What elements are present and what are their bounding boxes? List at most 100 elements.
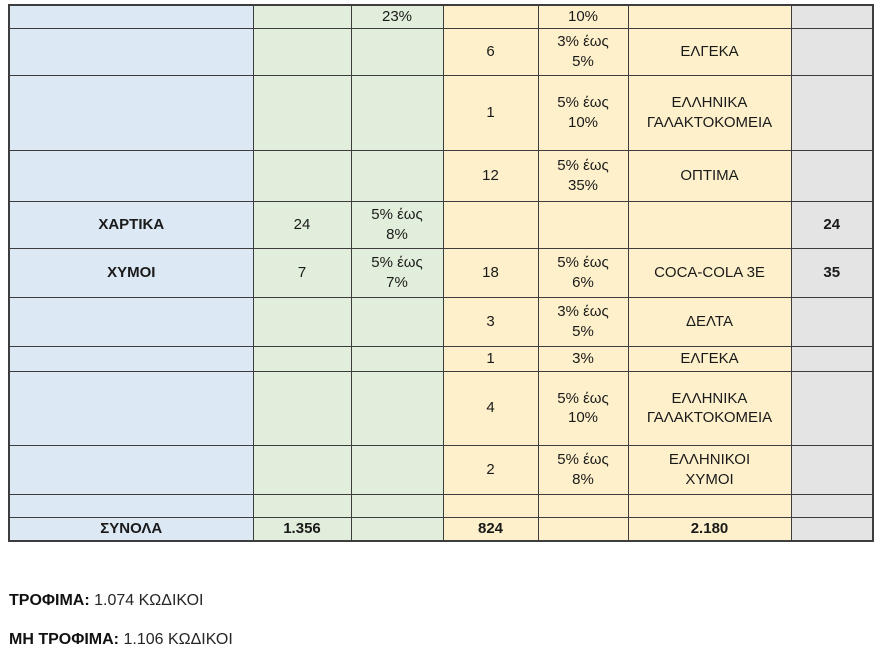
cell-count: 1 bbox=[442, 74, 539, 151]
cell-total bbox=[790, 74, 874, 151]
cell-total bbox=[790, 370, 874, 446]
totals-row: ΣΥΝΟΛΑ 1.356 824 2.180 bbox=[8, 516, 874, 542]
cell-category bbox=[8, 444, 254, 495]
cell-percent-range bbox=[350, 370, 444, 446]
cell-count: 4 bbox=[442, 370, 539, 446]
cell-supplier: ΕΛΓΕΚΑ bbox=[627, 345, 792, 372]
cell-supplier: ΟΠΤΙΜΑ bbox=[627, 149, 792, 202]
cell-count: 24 bbox=[252, 200, 352, 249]
cell-category bbox=[8, 74, 254, 151]
cell-supplier bbox=[627, 4, 792, 29]
cell-percent-range bbox=[350, 516, 444, 542]
cell-count: 3 bbox=[442, 296, 539, 347]
cell-percent-range: 5% έως 8% bbox=[350, 200, 444, 249]
cell-percent-range: 23% bbox=[350, 4, 444, 29]
cell-supplier bbox=[627, 493, 792, 518]
cell-count: 18 bbox=[442, 247, 539, 298]
cell-count bbox=[252, 493, 352, 518]
cell-percent-range bbox=[350, 27, 444, 76]
cell-supplier: ΕΛΛΗΝΙΚΑ ΓΑΛΑΚΤΟΚΟΜΕΙΑ bbox=[627, 74, 792, 151]
cell-grand-total: 2.180 bbox=[627, 516, 792, 542]
cell-percent-range: 5% έως 8% bbox=[537, 444, 629, 495]
food-codes-label: ΤΡΟΦΙΜΑ: bbox=[9, 592, 90, 609]
cell-count bbox=[252, 74, 352, 151]
table-row: 1 3% ΕΛΓΕΚΑ bbox=[8, 345, 874, 372]
table-row: 4 5% έως 10% ΕΛΛΗΝΙΚΑ ΓΑΛΑΚΤΟΚΟΜΕΙΑ bbox=[8, 370, 874, 446]
cell-category bbox=[8, 149, 254, 202]
cell-category bbox=[8, 345, 254, 372]
cell-percent-range: 3% bbox=[537, 345, 629, 372]
cell-category: ΧΑΡΤΙΚΑ bbox=[8, 200, 254, 249]
cell-category bbox=[8, 296, 254, 347]
cell-count bbox=[442, 200, 539, 249]
table-row: 3 3% έως 5% ΔΕΛΤΑ bbox=[8, 296, 874, 347]
cell-total bbox=[790, 493, 874, 518]
cell-total bbox=[790, 27, 874, 76]
cell-total bbox=[790, 149, 874, 202]
food-codes-value: 1.074 ΚΩΔΙΚΟΙ bbox=[94, 592, 204, 609]
cell-percent-range: 3% έως 5% bbox=[537, 296, 629, 347]
cell-percent-range: 5% έως 7% bbox=[350, 247, 444, 298]
cell-supplier: ΔΕΛΤΑ bbox=[627, 296, 792, 347]
cell-percent-range bbox=[537, 200, 629, 249]
table-row: 12 5% έως 35% ΟΠΤΙΜΑ bbox=[8, 149, 874, 202]
cell-percent-range: 5% έως 35% bbox=[537, 149, 629, 202]
table-row: 2 5% έως 8% ΕΛΛΗΝΙΚΟΙ ΧΥΜΟΙ bbox=[8, 444, 874, 495]
cell-total-count: 1.356 bbox=[252, 516, 352, 542]
table-row: ΧΑΡΤΙΚΑ 24 5% έως 8% 24 bbox=[8, 200, 874, 249]
cell-count bbox=[442, 493, 539, 518]
cell-category bbox=[8, 370, 254, 446]
cell-count bbox=[442, 4, 539, 29]
cell-count: 7 bbox=[252, 247, 352, 298]
cell-percent-range: 5% έως 10% bbox=[537, 370, 629, 446]
cell-total: 24 bbox=[790, 200, 874, 249]
cell-count bbox=[252, 27, 352, 76]
cell-supplier: COCA-COLA 3E bbox=[627, 247, 792, 298]
cell-percent-range bbox=[350, 296, 444, 347]
cell-total bbox=[790, 4, 874, 29]
nonfood-codes-label: ΜΗ ΤΡΟΦΙΜΑ: bbox=[9, 631, 120, 648]
cell-percent-range bbox=[350, 493, 444, 518]
table-row: 1 5% έως 10% ΕΛΛΗΝΙΚΑ ΓΑΛΑΚΤΟΚΟΜΕΙΑ bbox=[8, 74, 874, 151]
cell-category: ΧΥΜΟΙ bbox=[8, 247, 254, 298]
cell-percent-range bbox=[537, 516, 629, 542]
cell-count: 2 bbox=[442, 444, 539, 495]
supplier-pricing-table: 23% 10% 6 3% έως 5% ΕΛΓΕΚΑ 1 5% έω bbox=[8, 4, 874, 542]
cell-percent-range: 5% έως 10% bbox=[537, 74, 629, 151]
cell-supplier: ΕΛΛΗΝΙΚΑ ΓΑΛΑΚΤΟΚΟΜΕΙΑ bbox=[627, 370, 792, 446]
cell-supplier bbox=[627, 200, 792, 249]
food-codes-note: ΤΡΟΦΙΜΑ: 1.074 ΚΩΔΙΚΟΙ bbox=[9, 592, 203, 610]
table-row: ΧΥΜΟΙ 7 5% έως 7% 18 5% έως 6% COCA-COLA… bbox=[8, 247, 874, 298]
cell-supplier: ΕΛΓΕΚΑ bbox=[627, 27, 792, 76]
cell-count bbox=[252, 4, 352, 29]
cell-percent-range: 3% έως 5% bbox=[537, 27, 629, 76]
cell-count: 1 bbox=[442, 345, 539, 372]
cell-count: 6 bbox=[442, 27, 539, 76]
cell-total bbox=[790, 516, 874, 542]
cell-total bbox=[790, 345, 874, 372]
cell-total: 35 bbox=[790, 247, 874, 298]
cell-count bbox=[252, 370, 352, 446]
cell-totals-label: ΣΥΝΟΛΑ bbox=[8, 516, 254, 542]
cell-percent-range bbox=[350, 149, 444, 202]
cell-count bbox=[252, 444, 352, 495]
cell-category bbox=[8, 27, 254, 76]
cell-total bbox=[790, 296, 874, 347]
cell-total-count: 824 bbox=[442, 516, 539, 542]
table-row: 6 3% έως 5% ΕΛΓΕΚΑ bbox=[8, 27, 874, 76]
nonfood-codes-note: ΜΗ ΤΡΟΦΙΜΑ: 1.106 ΚΩΔΙΚΟΙ bbox=[9, 631, 233, 649]
cell-category bbox=[8, 4, 254, 29]
cell-supplier: ΕΛΛΗΝΙΚΟΙ ΧΥΜΟΙ bbox=[627, 444, 792, 495]
cell-total bbox=[790, 444, 874, 495]
cell-percent-range bbox=[537, 493, 629, 518]
cell-percent-range bbox=[350, 444, 444, 495]
cell-percent-range bbox=[350, 74, 444, 151]
cell-percent-range: 10% bbox=[537, 4, 629, 29]
nonfood-codes-value: 1.106 ΚΩΔΙΚΟΙ bbox=[123, 631, 233, 648]
table-row: 23% 10% bbox=[8, 4, 874, 29]
cell-percent-range bbox=[350, 345, 444, 372]
cell-count bbox=[252, 345, 352, 372]
cell-count bbox=[252, 149, 352, 202]
cell-count: 12 bbox=[442, 149, 539, 202]
